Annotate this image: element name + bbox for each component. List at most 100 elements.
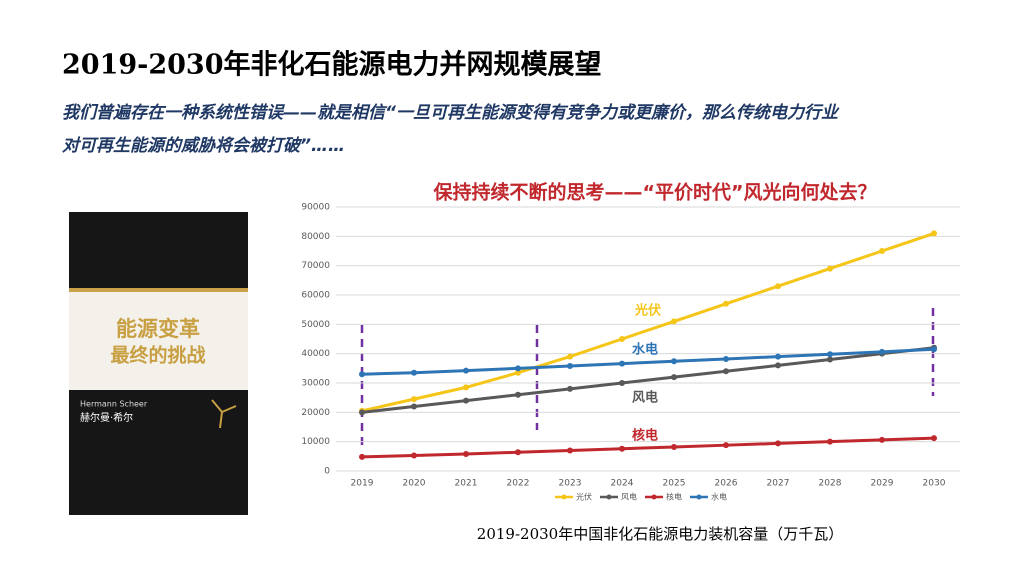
series-line <box>361 347 935 376</box>
point <box>411 403 417 410</box>
y-tick-label: 10000 <box>301 437 330 447</box>
y-tick-label: 40000 <box>301 349 330 359</box>
y-tick-label: 30000 <box>301 379 330 389</box>
point <box>723 368 729 375</box>
point <box>359 371 365 378</box>
point <box>463 384 469 391</box>
x-tick-label: 2027 <box>767 479 790 489</box>
series-line <box>361 436 935 459</box>
legend-label: 核电 <box>666 492 682 502</box>
x-tick-label: 2023 <box>559 479 582 489</box>
book-title: 能源变革 <box>116 317 200 341</box>
point <box>619 380 625 386</box>
point <box>879 436 885 443</box>
subtitle: 对可再生能源的威胁将会被打破”…… <box>62 136 345 156</box>
x-tick-label: 2025 <box>663 479 686 489</box>
point <box>359 453 365 460</box>
legend-label: 光伏 <box>576 492 592 502</box>
point <box>619 445 625 452</box>
book-title: 最终的挑战 <box>110 344 205 367</box>
legend-marker <box>561 494 567 500</box>
slide-title: 2019-2030年非化石能源电力并网规模展望 <box>62 49 602 81</box>
x-tick-label: 2026 <box>715 479 738 489</box>
x-tick-label: 2019 <box>351 479 374 489</box>
book-author-cn: 赫尔曼·希尔 <box>80 411 133 424</box>
point <box>775 283 781 290</box>
book-band <box>69 288 248 292</box>
point <box>827 438 833 445</box>
y-tick-label: 0 <box>324 467 330 477</box>
series-label: 光伏 <box>634 303 661 319</box>
y-tick-label: 90000 <box>301 203 330 213</box>
point <box>463 397 469 404</box>
legend-label: 风电 <box>621 492 637 502</box>
point <box>827 351 833 358</box>
point <box>723 300 729 307</box>
series-label: 核电 <box>632 428 658 444</box>
point <box>723 442 729 449</box>
point <box>411 369 417 376</box>
point <box>723 355 729 362</box>
book-top <box>69 212 248 290</box>
chart-title: 保持持续不断的思考——“平价时代”风光向何处去？ <box>433 181 877 204</box>
series-label: 风电 <box>632 390 658 406</box>
plot: 0 10000 20000 30000 40000 50000 60000 70000 8000… <box>301 203 960 502</box>
point <box>515 391 521 398</box>
x-tick-label: 2021 <box>455 479 478 489</box>
point <box>567 447 573 454</box>
book-bottom <box>69 390 248 515</box>
legend-label: 水电 <box>711 492 727 502</box>
point <box>879 248 885 254</box>
x-tick-label: 2029 <box>871 479 894 489</box>
book-cover: 能源变革 最终的挑战 Hermann Scheer 赫尔曼·希尔 <box>69 212 248 515</box>
x-tick-label: 2028 <box>819 479 842 489</box>
point <box>775 440 781 447</box>
point <box>671 443 677 450</box>
y-tick-label: 70000 <box>301 261 330 271</box>
point <box>827 356 833 363</box>
chart-caption: 2019-2030年中国非化石能源电力装机容量（万千瓦） <box>477 525 843 543</box>
y-tick-label: 80000 <box>301 232 330 242</box>
x-tick-label: 2030 <box>923 479 946 489</box>
point <box>567 362 573 369</box>
book-author-en: Hermann Scheer <box>80 400 148 409</box>
point <box>619 360 625 367</box>
point <box>931 346 937 353</box>
x-tick-label: 2022 <box>507 479 530 489</box>
y-tick-label: 50000 <box>301 320 330 330</box>
point <box>775 362 781 369</box>
point <box>515 369 521 376</box>
point <box>619 336 625 342</box>
point <box>671 374 677 381</box>
point <box>775 353 781 360</box>
point <box>671 358 677 365</box>
point <box>567 353 573 360</box>
point <box>515 449 521 456</box>
point <box>931 230 937 237</box>
series-label: 水电 <box>632 342 658 358</box>
series-line <box>361 346 935 414</box>
point <box>931 435 937 442</box>
point <box>411 396 417 403</box>
legend-marker <box>651 494 657 500</box>
point <box>827 265 833 272</box>
point <box>515 365 521 372</box>
book-turbine <box>211 399 237 429</box>
point <box>359 409 365 416</box>
point <box>671 318 677 325</box>
y-tick-label: 20000 <box>301 408 330 418</box>
x-tick-label: 2020 <box>403 479 426 489</box>
point <box>463 450 469 457</box>
point <box>411 452 417 459</box>
legend-marker <box>606 494 612 500</box>
point <box>567 385 573 392</box>
series-line <box>361 231 935 413</box>
x-tick-label: 2024 <box>611 479 634 489</box>
point <box>879 348 885 355</box>
legend-marker <box>696 494 702 500</box>
y-tick-label: 60000 <box>301 291 330 301</box>
subtitle: 我们普遍存在一种系统性错误——就是相信“一旦可再生能源变得有竞争力或更廉价，那么… <box>62 103 840 123</box>
point <box>463 367 469 374</box>
